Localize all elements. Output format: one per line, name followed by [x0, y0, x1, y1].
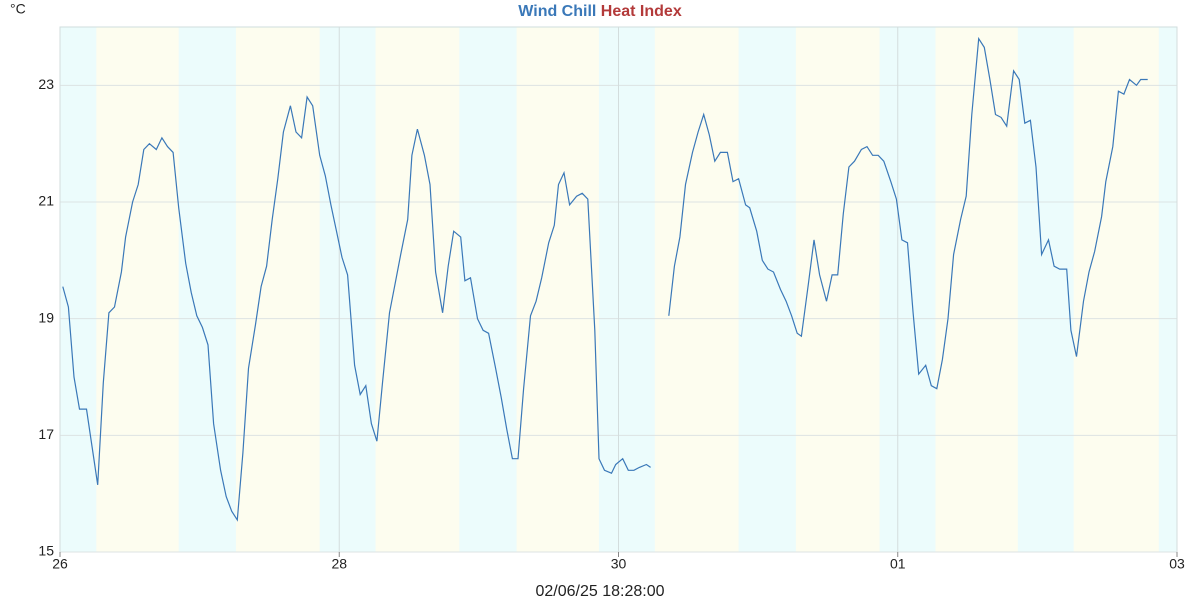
- x-tick-label: 30: [611, 556, 627, 572]
- night-shading: [1017, 27, 1074, 552]
- y-tick-label: 17: [38, 426, 54, 442]
- night-shading: [1158, 27, 1177, 552]
- y-tick-label: 19: [38, 309, 54, 325]
- y-tick-label: 21: [38, 193, 54, 209]
- y-tick-label: 15: [38, 543, 54, 559]
- night-shading: [319, 27, 376, 552]
- x-tick-label: 26: [52, 556, 68, 572]
- chart-legend: Wind Chill Heat Index: [518, 3, 682, 20]
- x-tick-label: 03: [1169, 556, 1185, 572]
- night-shading: [459, 27, 517, 552]
- legend-entry: Heat Index: [601, 3, 682, 20]
- x-axis-label: 02/06/25 18:28:00: [535, 583, 664, 600]
- y-unit: °C: [10, 1, 26, 17]
- night-shading: [60, 27, 97, 552]
- data-line: [62, 36, 1148, 522]
- x-tick-label: 28: [331, 556, 347, 572]
- y-tick-label: 23: [38, 76, 54, 92]
- legend-entry: Wind Chill: [518, 3, 596, 20]
- x-tick-label: 01: [890, 556, 906, 572]
- night-shading: [879, 27, 936, 552]
- night-shading: [178, 27, 236, 552]
- night-shading: [738, 27, 796, 552]
- night-shading: [598, 27, 655, 552]
